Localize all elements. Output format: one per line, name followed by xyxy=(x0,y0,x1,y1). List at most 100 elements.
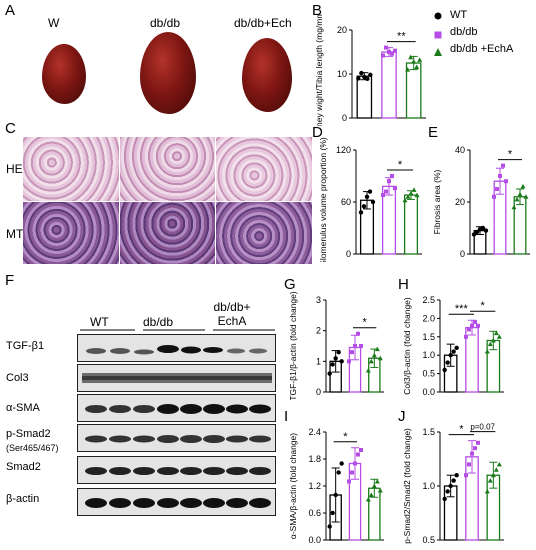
chart-e-bar-2 xyxy=(513,196,527,255)
group-label-dbdb: db/db xyxy=(150,16,181,30)
legend-label-wt: WT xyxy=(450,9,468,21)
chart-d-point-0-1 xyxy=(361,204,367,209)
chart-j-point-0-1 xyxy=(445,489,450,494)
chart-h-ylabel: Col3/β-actin (fold change) xyxy=(402,297,412,395)
chart-e-point-1-4 xyxy=(504,179,508,184)
chart-d-point-2-2 xyxy=(408,190,414,196)
chart-b-point-2-0 xyxy=(405,67,411,72)
chart-i-point-1-3 xyxy=(356,452,360,457)
chart-h-point-2-4 xyxy=(496,334,502,339)
chart-j-point-2-3 xyxy=(493,467,499,472)
chart-b-ytick-label-2: 20 xyxy=(337,25,347,35)
chart-d-bar-2 xyxy=(403,194,419,255)
wb-group-echa: db/db+ EchA xyxy=(213,300,251,328)
chart-b-point-2-3 xyxy=(414,64,420,69)
chart-g-point-1-1 xyxy=(350,350,354,355)
chart-i-asma: α-SMA/β-actin (fold change) 0.0 0.6 1.2 1.8 2… xyxy=(288,427,384,545)
chart-g-ytick-label-1: 1 xyxy=(316,356,321,366)
chart-e-ytick-label-2: 40 xyxy=(455,145,465,155)
chart-i-point-0-4 xyxy=(339,461,344,466)
chart-h-point-0-4 xyxy=(454,345,459,351)
chart-d-point-0-3 xyxy=(367,189,373,194)
chart-b-point-1-1 xyxy=(384,45,388,50)
chart-j-point-2-2 xyxy=(490,472,496,478)
chart-j-point-0-4 xyxy=(454,473,459,478)
chart-i-point-2-1 xyxy=(368,492,374,497)
chart-b-point-1-3 xyxy=(390,51,394,56)
chart-b-point-2-1 xyxy=(408,54,414,60)
panel-label-e: E xyxy=(428,124,439,141)
chart-e-point-2-1 xyxy=(514,196,520,202)
chart-g-point-0-4 xyxy=(339,359,344,364)
chart-i-point-0-2 xyxy=(333,492,338,498)
chart-e-point-0-3 xyxy=(480,225,486,231)
chart-b-point-0-1 xyxy=(359,70,364,76)
chart-g-point-1-0 xyxy=(347,359,351,364)
chart-g-point-2-2 xyxy=(371,352,377,358)
chart-e-point-0-4 xyxy=(483,228,489,233)
chart-i-ytick-label-4: 2.4 xyxy=(308,427,321,437)
legend-marker-echa xyxy=(434,48,442,56)
chart-i-point-1-2 xyxy=(353,461,357,466)
wb-bands-bactin xyxy=(85,498,271,508)
wb-blot-col3 xyxy=(77,364,276,392)
wb-label-asma: α-SMA xyxy=(6,402,40,414)
wb-label-tgfb1: TGF-β1 xyxy=(6,340,45,352)
wb-bands-tgfb1 xyxy=(86,345,267,355)
chart-j-point-2-0 xyxy=(484,488,490,494)
panel-label-d: D xyxy=(312,124,323,141)
chart-g-tgfb1: TGF-β1/β-actin (fold change) 0 1 2 3 * xyxy=(288,291,384,400)
chart-g-point-2-1 xyxy=(368,358,374,364)
chart-j-point-0-2 xyxy=(448,483,453,489)
chart-d-ylabel: Glomerulus volume proportion (%) xyxy=(318,137,328,262)
chart-b-point-1-0 xyxy=(381,53,385,58)
chart-i-ytick-label-3: 1.8 xyxy=(308,454,321,464)
histology-mt-dbdb xyxy=(120,202,215,264)
chart-h-ytick-label-0: 0.0 xyxy=(422,387,435,397)
wb-label-psmad2: p-Smad2 xyxy=(6,428,51,440)
kidney-image-dbdb xyxy=(140,32,196,114)
chart-e-point-0-1 xyxy=(474,229,480,235)
chart-h-point-1-0 xyxy=(464,334,468,339)
wb-bands-col3 xyxy=(82,373,272,383)
chart-b-sig-label-0: ** xyxy=(397,31,406,43)
chart-d-point-0-4 xyxy=(370,199,376,205)
histology-mt-echa xyxy=(216,202,312,264)
panel-label-f: F xyxy=(5,272,15,289)
chart-b-point-1-4 xyxy=(393,48,397,53)
chart-j-point-1-4 xyxy=(476,440,480,445)
chart-d-point-1-4 xyxy=(393,186,397,191)
chart-h-point-1-1 xyxy=(467,327,471,332)
chart-b-kidney-weight: Kidney wight/Tibia length (mg/mm) 0 10 20 ** xyxy=(314,14,426,126)
wb-bands-asma xyxy=(85,404,271,414)
chart-j-psmad2: p-Smad2/Smad2 (fold change) 0.5 1.0 1.5 * p=0… xyxy=(402,423,504,545)
chart-d-point-2-4 xyxy=(414,192,420,198)
wb-group-wt: WT xyxy=(90,315,109,329)
chart-j-point-0-3 xyxy=(451,478,456,483)
chart-b-bar-0 xyxy=(356,75,373,119)
chart-b-ylabel: Kidney wight/Tibia length (mg/mm) xyxy=(314,14,324,126)
wb-blot-smad2 xyxy=(77,456,276,484)
chart-j-ytick-label-1: 1.0 xyxy=(422,481,435,491)
chart-b-point-0-3 xyxy=(365,76,370,82)
group-label-dbdb-ech: db/db+Ech xyxy=(234,16,292,30)
chart-b-point-2-2 xyxy=(411,59,417,64)
chart-j-ylabel: p-Smad2/Smad2 (fold change) xyxy=(402,428,412,544)
chart-b-point-1-2 xyxy=(387,50,391,54)
chart-i-point-0-1 xyxy=(330,510,335,516)
chart-h-point-0-1 xyxy=(445,360,450,365)
chart-h-point-1-3 xyxy=(473,320,477,325)
chart-h-point-2-3 xyxy=(493,330,499,336)
chart-e-sig-label-0: * xyxy=(508,149,513,161)
kidney-image-w xyxy=(42,44,86,104)
chart-g-point-2-4 xyxy=(377,355,383,361)
chart-e-point-1-0 xyxy=(492,194,496,199)
chart-e-point-0-0 xyxy=(471,232,477,237)
chart-e-point-1-2 xyxy=(498,174,502,178)
chart-d-point-0-2 xyxy=(364,194,370,199)
chart-h-point-0-0 xyxy=(442,367,447,373)
chart-i-sig-label-0: * xyxy=(343,431,348,443)
chart-b-bar-1 xyxy=(381,51,397,119)
chart-g-point-0-3 xyxy=(336,349,341,355)
group-label-w: W xyxy=(48,16,60,30)
